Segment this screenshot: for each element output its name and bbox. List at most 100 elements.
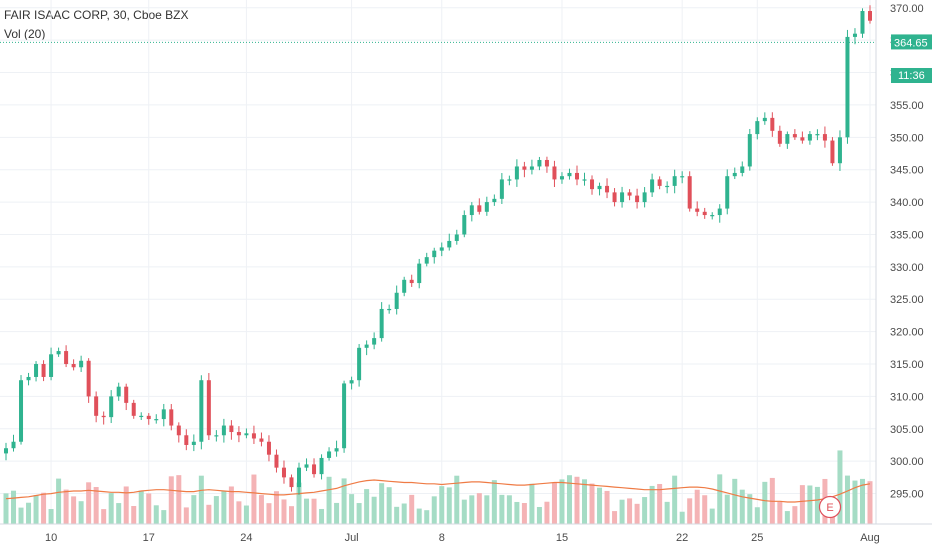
candle-body <box>424 257 429 264</box>
candle-body <box>304 464 309 468</box>
volume-bar <box>168 476 174 524</box>
candle-body <box>702 211 707 216</box>
volume-bar <box>273 491 279 524</box>
bar-timer-tag <box>891 68 932 83</box>
candle-body <box>567 172 572 177</box>
candle-body <box>544 159 549 167</box>
volume-bar <box>183 507 189 524</box>
candle-body <box>837 137 842 164</box>
candle-body <box>342 383 347 449</box>
volume-bar <box>371 496 377 524</box>
candle-body <box>387 308 392 311</box>
earnings-label: E <box>826 502 833 514</box>
volume-bar <box>33 495 39 524</box>
y-tick-label: 310.00 <box>890 391 924 403</box>
volume-bar <box>739 489 745 524</box>
candle-body <box>597 185 602 190</box>
candlesticks <box>4 5 872 495</box>
volume-bar <box>266 503 272 524</box>
volume-bar <box>792 506 798 524</box>
candle-body <box>687 176 692 209</box>
volume-bar <box>521 503 527 524</box>
last-price-value: 364.65 <box>894 37 928 49</box>
volume-bar <box>161 510 167 524</box>
candle-body <box>755 121 760 135</box>
y-tick-label: 305.00 <box>890 424 924 436</box>
volume-bar <box>101 509 107 524</box>
candle-body <box>372 338 377 345</box>
volume-bar <box>416 508 422 524</box>
volume-bar <box>544 501 550 524</box>
volume-bar <box>176 475 182 524</box>
candle-body <box>334 448 339 452</box>
volume-bar <box>221 491 227 524</box>
candle-body <box>169 409 174 426</box>
candle-body <box>582 179 587 181</box>
volume-bar <box>649 485 655 524</box>
volume-bar <box>469 495 475 524</box>
volume-bar <box>326 476 332 524</box>
volume-bar <box>536 506 542 524</box>
candle-body <box>116 386 121 397</box>
volume-bar <box>93 487 99 524</box>
candle-body <box>221 425 226 436</box>
candle-body <box>251 433 256 439</box>
volume-bar <box>319 508 325 524</box>
chart-title: FAIR ISAAC CORP, 30, Cboe BZX <box>4 8 189 22</box>
y-tick-label: 330.00 <box>890 262 924 274</box>
y-tick-label: 295.00 <box>890 489 924 501</box>
candle-body <box>289 477 294 488</box>
volume-bar <box>78 501 84 524</box>
volume-bar <box>431 496 437 524</box>
volume-bar <box>56 478 62 524</box>
y-tick-label: 300.00 <box>890 456 924 468</box>
volume-bar <box>236 501 242 524</box>
volume-bar <box>63 489 69 524</box>
volume-bar <box>138 490 144 524</box>
candle-body <box>665 185 670 188</box>
volume-bar <box>762 481 768 524</box>
volume-indicator-label[interactable]: Vol (20) <box>4 27 46 41</box>
volume-bar <box>454 475 460 524</box>
volume-bar <box>341 478 347 524</box>
volume-bar <box>604 490 610 524</box>
volume-bar <box>304 498 310 524</box>
candle-body <box>672 176 677 186</box>
price-tags: 364.65 11:36 <box>891 34 932 83</box>
candle-body <box>680 176 685 178</box>
volume-bar <box>619 499 625 524</box>
candle-body <box>319 457 324 475</box>
volume-bar <box>364 489 370 524</box>
volume-bar <box>386 487 392 524</box>
candle-body <box>146 415 151 420</box>
candle-body <box>154 419 159 421</box>
candle-body <box>477 205 482 212</box>
candle-body <box>785 134 790 144</box>
volume-bar <box>717 474 723 524</box>
candle-body <box>537 159 542 167</box>
volume-bar <box>559 479 565 524</box>
volume-bar <box>814 486 820 524</box>
volume-bar <box>334 502 340 524</box>
volume-bar <box>807 485 813 524</box>
candle-body <box>402 279 407 293</box>
candle-body <box>740 166 745 173</box>
earnings-marker[interactable]: E <box>818 495 842 519</box>
volume-bar <box>198 475 204 524</box>
volume-bar <box>867 481 873 524</box>
candle-body <box>777 130 782 144</box>
candle-body <box>462 215 467 235</box>
candle-body <box>11 441 16 449</box>
candle-body <box>124 386 129 403</box>
candle-body <box>274 454 279 468</box>
candle-body <box>552 166 557 180</box>
earnings-circle[interactable] <box>818 495 842 519</box>
volume-bar <box>86 482 92 524</box>
candle-body <box>717 208 722 216</box>
candle-body <box>725 176 730 209</box>
volume-bar <box>311 498 317 524</box>
candle-body <box>297 467 302 488</box>
volume-bar <box>146 493 152 524</box>
candle-body <box>86 360 91 397</box>
